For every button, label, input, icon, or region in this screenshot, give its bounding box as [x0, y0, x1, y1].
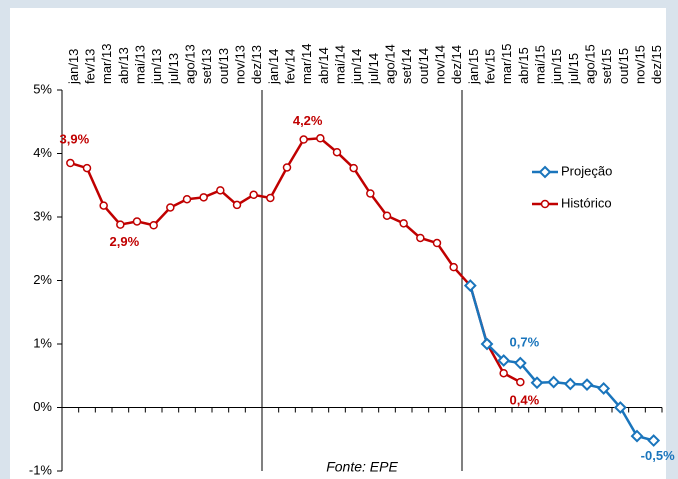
x-tick-label: ago/13: [182, 44, 197, 84]
data-point: [630, 429, 644, 443]
plot-background: [10, 8, 666, 479]
data-point: [182, 194, 192, 204]
data-point: [563, 377, 577, 391]
data-point: [513, 356, 527, 370]
data-point: [99, 201, 108, 210]
x-tick-label: jul/15: [566, 53, 581, 85]
source: Fonte: EPE: [326, 459, 398, 475]
x-tick-label: mai/13: [132, 45, 147, 84]
data-point: [432, 238, 442, 248]
x-tick-label: fev/14: [282, 49, 297, 84]
data-point: [530, 376, 544, 390]
data-point: [516, 377, 525, 387]
y-tick-label: 5%: [33, 81, 52, 96]
data-point: [399, 219, 408, 228]
x-tick-label: jan/15: [466, 49, 481, 85]
legend-label: Histórico: [561, 195, 612, 210]
data-point: [547, 375, 561, 389]
data-point: [613, 401, 627, 414]
x-tick-label: nov/15: [632, 45, 647, 84]
data-point: [282, 163, 292, 172]
x-tick-label: jun/14: [349, 49, 364, 85]
data-point: [166, 203, 175, 212]
x-tick-label: jul/14: [366, 53, 381, 85]
data-label: 3,9%: [60, 131, 90, 146]
x-tick-label: fev/13: [82, 49, 97, 84]
data-point: [216, 186, 225, 195]
data-label: 0,4%: [510, 393, 540, 408]
data-point: [497, 354, 511, 367]
data-point: [82, 163, 92, 173]
y-tick-label: -1%: [29, 462, 53, 477]
series-line: [69, 136, 521, 384]
x-tick-label: dez/14: [449, 45, 464, 84]
data-point: [449, 262, 458, 272]
data-point: [580, 378, 594, 392]
data-point: [66, 158, 75, 168]
data-point: [116, 220, 125, 229]
y-tick-label: 3%: [33, 208, 52, 223]
data-point: [249, 190, 258, 200]
data-point: [199, 193, 208, 202]
x-tick-label: mai/14: [332, 45, 347, 84]
data-point: [463, 279, 477, 292]
x-tick-label: set/14: [399, 49, 414, 84]
x-tick-label: out/14: [416, 48, 431, 84]
data-point: [597, 382, 611, 395]
x-tick-label: dez/15: [649, 45, 664, 84]
x-tick-label: ago/14: [382, 44, 397, 84]
x-tick-label: jun/13: [149, 49, 164, 85]
data-point: [349, 163, 358, 173]
y-tick-label: 4%: [33, 145, 52, 160]
data-label: 0,7%: [510, 334, 540, 349]
x-tick-label: set/15: [599, 49, 614, 84]
data-label: 4,2%: [293, 113, 323, 128]
x-tick-label: mar/15: [499, 44, 514, 84]
x-tick-label: out/15: [616, 48, 631, 84]
x-tick-label: fev/15: [482, 49, 497, 84]
x-tick-label: abr/14: [316, 47, 331, 84]
data-point: [299, 135, 308, 144]
legend-marker: [540, 199, 550, 209]
data-point: [132, 217, 142, 226]
data-point: [382, 211, 392, 220]
legend-label: Projeção: [561, 163, 612, 178]
x-tick-label: jun/15: [549, 49, 564, 85]
x-tick-label: abr/13: [116, 47, 131, 84]
x-tick-label: jul/13: [166, 53, 181, 85]
data-point: [366, 189, 375, 198]
x-tick-label: jan/13: [66, 49, 81, 85]
data-point: [480, 337, 494, 351]
y-tick-label: 2%: [33, 272, 52, 287]
data-point: [499, 368, 508, 378]
legend-marker: [538, 165, 552, 179]
data-point: [647, 434, 661, 447]
x-tick-label: mai/15: [532, 45, 547, 84]
data-point: [316, 134, 325, 143]
x-tick-label: nov/14: [432, 45, 447, 84]
x-tick-label: nov/13: [232, 45, 247, 84]
x-tick-label: jan/14: [266, 49, 281, 85]
data-point: [149, 221, 158, 230]
data-label: -0,5%: [641, 448, 675, 463]
x-tick-label: abr/15: [516, 47, 531, 84]
x-tick-label: mar/13: [99, 44, 114, 84]
x-tick-label: set/13: [199, 49, 214, 84]
y-tick-label: 1%: [33, 335, 52, 350]
data-point: [416, 233, 425, 243]
y-tick-label: 0%: [33, 399, 52, 414]
x-tick-label: dez/13: [249, 45, 264, 84]
x-tick-label: mar/14: [299, 44, 314, 84]
data-point: [232, 200, 242, 210]
data-point: [266, 193, 275, 203]
data-label: 2,9%: [110, 234, 140, 249]
x-tick-label: out/13: [216, 48, 231, 84]
x-tick-label: ago/15: [582, 44, 597, 84]
data-point: [332, 147, 342, 157]
